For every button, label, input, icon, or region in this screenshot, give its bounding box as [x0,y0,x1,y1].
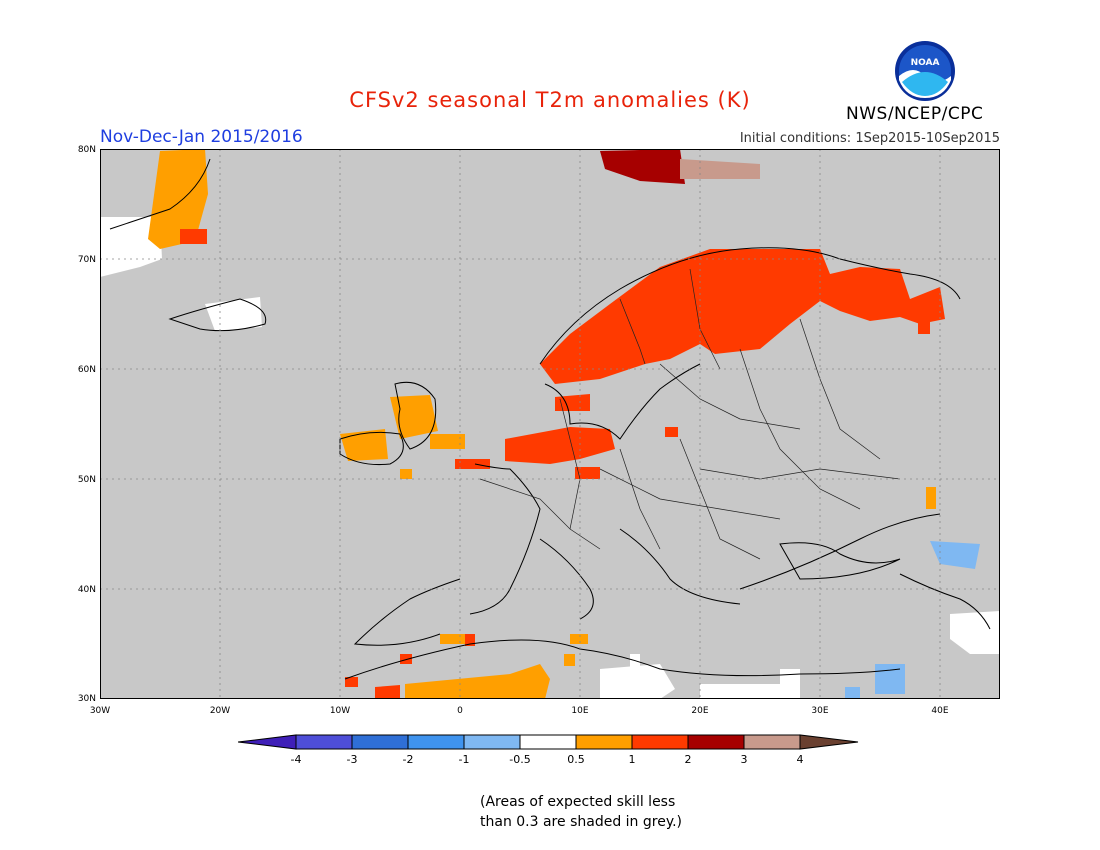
lon-tick: 20E [691,706,709,716]
initial-conditions: Initial conditions: 1Sep2015-10Sep2015 [739,131,1000,146]
colorbar-label: -4 [290,753,302,766]
colorbar-segment [743,734,801,750]
logo-text: NOAA [911,58,940,68]
colorbar [238,734,859,750]
lon-tick: 40E [931,706,949,716]
anomaly-map [100,149,1000,699]
colorbar-label: 3 [740,753,748,766]
colorbar-segment [407,734,465,750]
anomaly-neg [845,541,980,699]
colorbar-left-arrow [238,734,297,750]
colorbar-label: -0.5 [509,753,531,766]
lon-tick: 30E [811,706,829,716]
lat-tick: 70N [77,255,96,265]
lon-tick: 10W [329,706,351,716]
colorbar-label: -1 [458,753,470,766]
lat-tick: 60N [77,365,96,375]
colorbar-label: 2 [684,753,692,766]
colorbar-segment [575,734,633,750]
coastlines [109,158,991,680]
lat-tick: 80N [77,145,96,155]
colorbar-segment [463,734,521,750]
skill-note-line2: than 0.3 are shaded in grey.) [480,814,683,830]
anomaly-0p5-1 [148,149,936,699]
forecast-period: Nov-Dec-Jan 2015/2016 [100,127,303,147]
lat-tick: 30N [77,694,96,704]
colorbar-label: 4 [796,753,804,766]
neutral-regions [100,217,1000,699]
lon-tick: 30W [89,706,111,716]
colorbar-segment [519,734,577,750]
skill-note-line1: (Areas of expected skill less [480,794,676,810]
chart-title: CFSv2 seasonal T2m anomalies (K) [349,88,751,112]
lat-tick: 50N [77,475,96,485]
skill-note: (Areas of expected skill less than 0.3 a… [480,792,682,832]
colorbar-segment [631,734,689,750]
lat-tick: 40N [77,585,96,595]
colorbar-segment [351,734,409,750]
graticule [100,149,1000,699]
anomaly-2-3 [600,149,685,184]
colorbar-right-arrow [799,734,859,750]
colorbar-label: 0.5 [567,753,585,766]
colorbar-label: -3 [346,753,358,766]
colorbar-label: -2 [402,753,414,766]
borders [479,268,901,560]
lon-tick: 10E [571,706,589,716]
agency-label: NWS/NCEP/CPC [846,104,984,124]
colorbar-label: 1 [628,753,636,766]
lon-tick: 20W [209,706,231,716]
map-background [100,149,1000,699]
noaa-logo-icon: NOAA [895,41,955,101]
colorbar-segment [295,734,353,750]
colorbar-segment [687,734,745,750]
lon-tick: 0 [457,706,463,716]
